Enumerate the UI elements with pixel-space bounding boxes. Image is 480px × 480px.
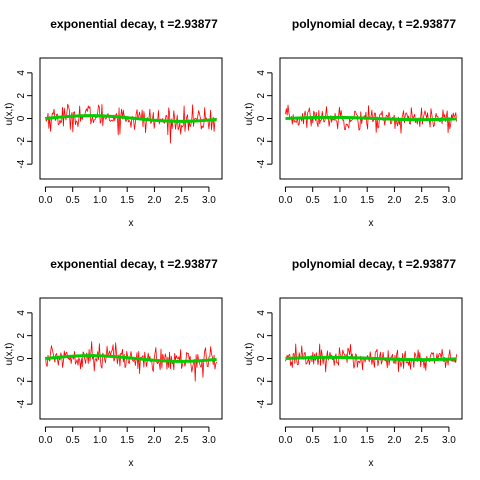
panel-title: polynomial decay, t =2.93877 <box>292 257 457 271</box>
y-tick-label: -4 <box>16 399 27 408</box>
x-tick-label: 2.5 <box>415 435 429 446</box>
x-tick-label: 0.0 <box>38 435 52 446</box>
x-tick-label: 1.0 <box>333 435 347 446</box>
x-tick-label: 0.5 <box>306 435 320 446</box>
x-tick-label: 0.0 <box>38 195 52 206</box>
y-tick-label: 0 <box>16 355 27 361</box>
y-tick-label: 0 <box>16 115 27 121</box>
y-tick-label: -4 <box>256 399 267 408</box>
y-tick-label: 4 <box>256 310 267 316</box>
x-tick-label: 1.5 <box>360 435 374 446</box>
y-tick-label: -2 <box>16 136 27 145</box>
x-axis-label: x <box>129 218 134 229</box>
y-axis-label: u(x,t) <box>4 103 15 126</box>
x-tick-label: 1.0 <box>333 195 347 206</box>
x-tick-label: 3.0 <box>202 435 216 446</box>
y-tick-label: 4 <box>16 310 27 316</box>
y-tick-label: 0 <box>256 355 267 361</box>
x-axis-label: x <box>369 458 374 469</box>
y-tick-label: 2 <box>256 332 267 338</box>
y-tick-label: 2 <box>16 92 27 98</box>
x-tick-label: 0.5 <box>306 195 320 206</box>
panel-title: exponential decay, t =2.93877 <box>50 17 218 31</box>
y-axis-label: u(x,t) <box>4 343 15 366</box>
x-tick-label: 1.0 <box>93 435 107 446</box>
panel-title: polynomial decay, t =2.93877 <box>292 17 457 31</box>
x-axis-label: x <box>369 218 374 229</box>
y-tick-label: -2 <box>256 136 267 145</box>
y-axis-label: u(x,t) <box>244 343 255 366</box>
x-tick-label: 2.5 <box>415 195 429 206</box>
x-tick-label: 0.0 <box>278 435 292 446</box>
y-tick-label: -4 <box>256 159 267 168</box>
x-tick-label: 1.5 <box>120 195 134 206</box>
y-tick-label: 2 <box>256 92 267 98</box>
y-tick-label: 0 <box>256 115 267 121</box>
y-tick-label: 4 <box>16 70 27 76</box>
panel-title: exponential decay, t =2.93877 <box>50 257 218 271</box>
x-tick-label: 2.0 <box>387 435 401 446</box>
x-tick-label: 3.0 <box>202 195 216 206</box>
x-tick-label: 0.0 <box>278 195 292 206</box>
y-tick-label: 2 <box>16 332 27 338</box>
y-tick-label: -4 <box>16 159 27 168</box>
x-tick-label: 0.5 <box>66 435 80 446</box>
x-tick-label: 0.5 <box>66 195 80 206</box>
y-tick-label: 4 <box>256 70 267 76</box>
y-axis-label: u(x,t) <box>244 103 255 126</box>
x-tick-label: 2.5 <box>175 195 189 206</box>
x-tick-label: 2.0 <box>147 435 161 446</box>
x-tick-label: 1.0 <box>93 195 107 206</box>
x-tick-label: 3.0 <box>442 195 456 206</box>
x-tick-label: 1.5 <box>360 195 374 206</box>
y-tick-label: -2 <box>256 376 267 385</box>
x-tick-label: 2.5 <box>175 435 189 446</box>
x-axis-label: x <box>129 458 134 469</box>
x-tick-label: 2.0 <box>387 195 401 206</box>
x-tick-label: 1.5 <box>120 435 134 446</box>
x-tick-label: 3.0 <box>442 435 456 446</box>
y-tick-label: -2 <box>16 376 27 385</box>
x-tick-label: 2.0 <box>147 195 161 206</box>
